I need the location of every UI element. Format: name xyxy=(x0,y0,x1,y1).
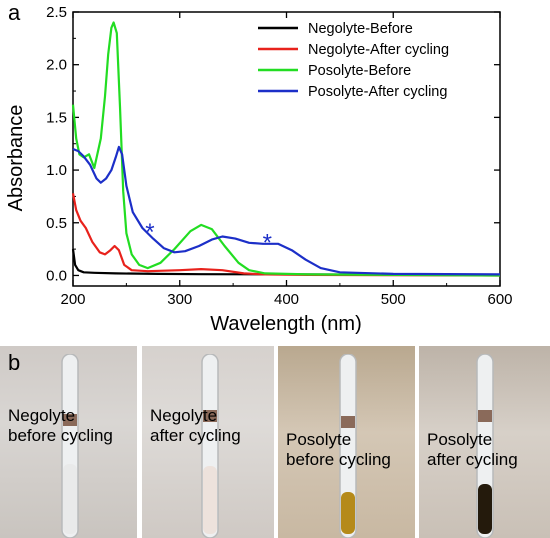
y-tick-label: 2.0 xyxy=(46,57,67,74)
x-tick-label: 600 xyxy=(487,291,512,308)
photo-negolyte-after: Negolyte after cycling xyxy=(142,346,274,538)
x-tick-label: 300 xyxy=(167,291,192,308)
label-posolyte-after: Posolyte after cycling xyxy=(427,430,518,469)
liquid-negolyte-after xyxy=(203,466,217,534)
liquid-posolyte-before xyxy=(341,492,355,534)
panel-b-label: b xyxy=(8,350,21,375)
liquid-posolyte-after xyxy=(478,484,492,534)
label-negolyte-after: Negolyte after cycling xyxy=(150,406,241,445)
annotation-asterisk: * xyxy=(263,230,272,257)
panel-a-label: a xyxy=(8,0,21,25)
series-line-2 xyxy=(71,193,501,277)
series-line-3 xyxy=(71,21,501,277)
photo-negolyte-before: Negolyte before cycling xyxy=(0,346,137,538)
legend-label: Negolyte-Before xyxy=(308,21,413,37)
tube-negolyte-after xyxy=(190,353,230,538)
x-tick-label: 400 xyxy=(274,291,299,308)
legend-label: Posolyte-After cycling xyxy=(308,84,447,100)
photo-posolyte-before: Posolyte before cycling xyxy=(278,346,415,538)
y-tick-label: 1.0 xyxy=(46,162,67,179)
label-negolyte-before: Negolyte before cycling xyxy=(8,406,113,445)
tube-posolyte-before xyxy=(328,353,368,538)
label-posolyte-before: Posolyte before cycling xyxy=(286,430,391,469)
legend-label: Negolyte-After cycling xyxy=(308,42,449,58)
y-tick-label: 2.5 xyxy=(46,4,67,21)
y-tick-label: 0.0 xyxy=(46,267,67,284)
x-axis-label: Wavelength (nm) xyxy=(210,313,362,335)
x-tick-label: 500 xyxy=(381,291,406,308)
photo-posolyte-after: Posolyte after cycling xyxy=(419,346,550,538)
tube-negolyte-before xyxy=(50,353,90,538)
y-axis-label: Absorbance xyxy=(5,105,27,212)
series-line-4 xyxy=(72,145,501,276)
liquid-negolyte-before xyxy=(63,464,77,534)
legend-label: Posolyte-Before xyxy=(308,63,411,79)
annotation-asterisk: * xyxy=(145,219,154,246)
tube-posolyte-after xyxy=(465,353,505,538)
photo-panel: b Negolyte before cycling Negolyte after… xyxy=(0,346,550,538)
x-tick-label: 200 xyxy=(60,291,85,308)
y-tick-label: 1.5 xyxy=(46,109,67,126)
absorbance-chart: 200 300 400 500 600 0.0 0.5 1.0 1.5 2.0 2.5 Negoly… xyxy=(5,4,513,335)
y-tick-label: 0.5 xyxy=(46,215,67,232)
